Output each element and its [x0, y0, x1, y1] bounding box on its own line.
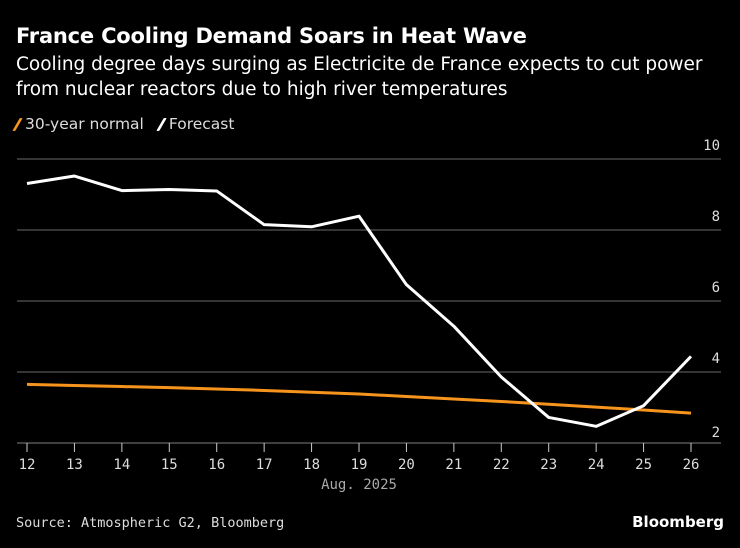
chart-subtitle: Cooling degree days surging as Electrici… — [16, 54, 703, 100]
x-tick-label: 22 — [493, 457, 510, 473]
x-tick-label: 20 — [398, 457, 415, 473]
legend-item-forecast: Forecast — [156, 115, 235, 133]
legend-label: 30-year normal — [25, 115, 144, 133]
x-tick-label: 14 — [113, 457, 130, 473]
series-line-normal — [26, 382, 692, 415]
legend: 30-year normal Forecast — [12, 115, 235, 133]
chart-title: France Cooling Demand Soars in Heat Wave — [16, 24, 527, 48]
x-tick-label: 21 — [445, 457, 462, 473]
legend-item-normal: 30-year normal — [12, 115, 144, 133]
y-tick-label: 4 — [712, 351, 720, 367]
x-axis-label: Aug. 2025 — [321, 477, 397, 493]
x-tick-label: 19 — [351, 457, 368, 473]
x-tick-label: 25 — [635, 457, 652, 473]
x-tick-label: 24 — [588, 457, 605, 473]
x-tick-label: 23 — [540, 457, 557, 473]
x-tick-label: 17 — [256, 457, 273, 473]
x-tick-label: 26 — [683, 457, 700, 473]
y-tick-label: 10 — [703, 138, 720, 154]
y-tick-label: 8 — [712, 209, 720, 225]
source-note: Source: Atmospheric G2, Bloomberg — [16, 515, 285, 531]
series-line-forecast — [26, 174, 693, 428]
x-tick-label: 18 — [303, 457, 320, 473]
legend-label: Forecast — [168, 115, 235, 133]
x-tick-label: 15 — [161, 457, 178, 473]
y-tick-label: 2 — [712, 425, 720, 441]
y-tick-label: 6 — [712, 280, 720, 296]
x-tick-label: 12 — [19, 457, 36, 473]
bloomberg-logo: Bloomberg — [632, 513, 724, 531]
x-tick-label: 13 — [66, 457, 83, 473]
x-tick-label: 16 — [208, 457, 225, 473]
